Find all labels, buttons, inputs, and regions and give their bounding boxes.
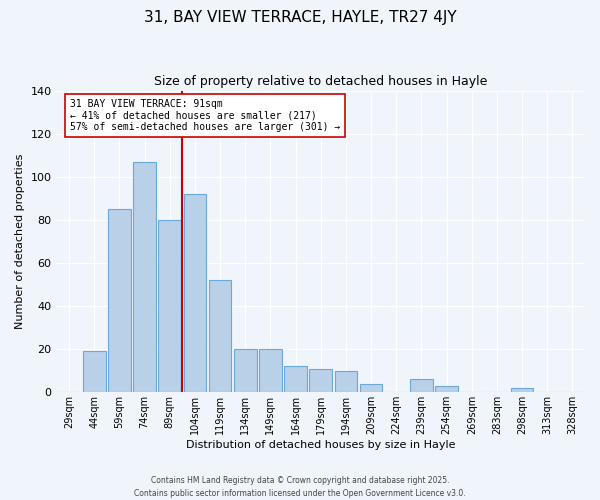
Title: Size of property relative to detached houses in Hayle: Size of property relative to detached ho… [154,75,487,88]
X-axis label: Distribution of detached houses by size in Hayle: Distribution of detached houses by size … [186,440,455,450]
Bar [511,388,533,392]
Bar [108,209,131,392]
Bar [259,349,282,393]
Bar [335,370,357,392]
Bar [310,368,332,392]
Text: 31 BAY VIEW TERRACE: 91sqm
← 41% of detached houses are smaller (217)
57% of sem: 31 BAY VIEW TERRACE: 91sqm ← 41% of deta… [70,99,340,132]
Bar [184,194,206,392]
Bar [284,366,307,392]
Bar [209,280,232,392]
Bar [234,349,257,393]
Bar [410,380,433,392]
Text: Contains HM Land Registry data © Crown copyright and database right 2025.
Contai: Contains HM Land Registry data © Crown c… [134,476,466,498]
Bar [360,384,382,392]
Text: 31, BAY VIEW TERRACE, HAYLE, TR27 4JY: 31, BAY VIEW TERRACE, HAYLE, TR27 4JY [143,10,457,25]
Bar [435,386,458,392]
Bar [158,220,181,392]
Bar [83,352,106,393]
Y-axis label: Number of detached properties: Number of detached properties [15,154,25,329]
Bar [133,162,156,392]
